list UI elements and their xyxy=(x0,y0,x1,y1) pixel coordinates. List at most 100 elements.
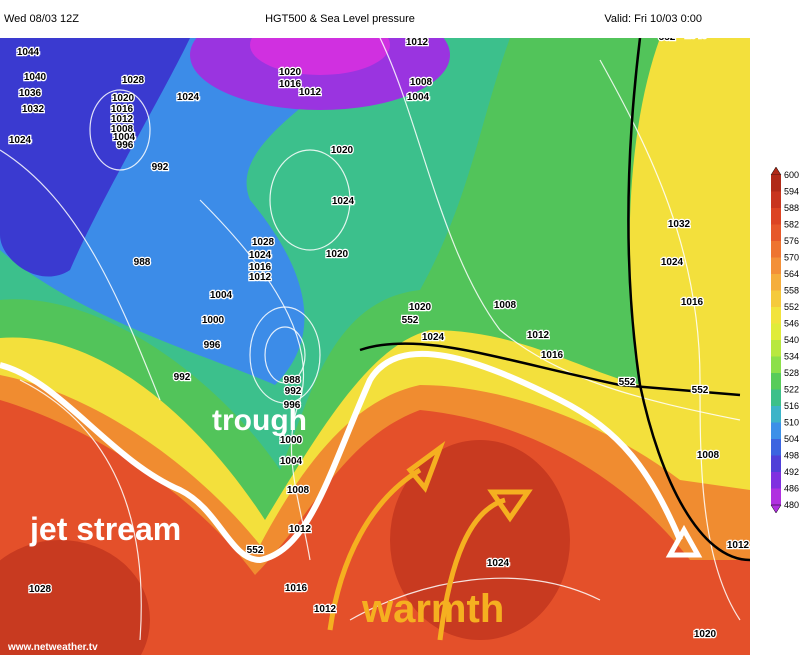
pressure-label: 552 xyxy=(659,32,676,43)
field-magenta xyxy=(250,38,390,75)
pressure-label: 1016 xyxy=(285,583,308,594)
colorbar-label: 498 xyxy=(784,451,799,461)
pressure-label: 1016 xyxy=(681,297,704,308)
field-darkred xyxy=(0,540,150,655)
pressure-label: 1008 xyxy=(494,300,517,311)
colorbar-band xyxy=(771,422,781,439)
colorbar-band xyxy=(771,356,781,373)
pressure-label: 1016 xyxy=(111,104,134,115)
pressure-label: 1024 xyxy=(422,332,445,343)
pressure-label: 1016 xyxy=(541,350,564,361)
pressure-label: 988 xyxy=(134,257,151,268)
pressure-label: 1016 xyxy=(249,262,272,273)
pressure-label: 552 xyxy=(402,315,419,326)
pressure-label: 1020 xyxy=(112,93,135,104)
isobar xyxy=(264,326,306,384)
pressure-label: 1032 xyxy=(22,104,45,115)
pressure-label: 1008 xyxy=(410,77,433,88)
colorbar-band xyxy=(771,208,781,225)
pressure-label: 1004 xyxy=(210,290,233,301)
pressure-label: 1012 xyxy=(314,604,337,615)
colorbar-label: 486 xyxy=(784,484,799,494)
pressure-label: 996 xyxy=(117,140,134,151)
colorbar-label: 516 xyxy=(784,401,799,411)
jet-stream-label: jet stream xyxy=(29,511,181,547)
colorbar-band xyxy=(771,175,781,192)
pressure-label: 1036 xyxy=(19,88,42,99)
colorbar-label: 564 xyxy=(784,269,799,279)
pressure-label: 1000 xyxy=(202,315,225,326)
ridge-marker xyxy=(665,524,703,558)
colorbar-band xyxy=(771,307,781,324)
colorbar-label: 510 xyxy=(784,418,799,428)
pressure-label: 1028 xyxy=(252,237,275,248)
isobar xyxy=(19,379,142,641)
colorbar-band xyxy=(771,488,781,505)
pressure-label: 992 xyxy=(152,162,169,173)
pressure-label: 1020 xyxy=(279,67,302,78)
pressure-label: 1028 xyxy=(29,584,52,595)
colorbar-label: 522 xyxy=(784,385,799,395)
pressure-label: 552 xyxy=(619,377,636,388)
isobar xyxy=(599,59,741,621)
pressure-label: 1012 xyxy=(299,87,322,98)
header-center: HGT500 & Sea Level pressure xyxy=(265,13,415,25)
pressure-label: 1008 xyxy=(111,124,134,135)
pressure-label: 1020 xyxy=(331,145,354,156)
warm-arrowhead xyxy=(487,489,533,523)
warm-arrow xyxy=(437,497,506,641)
isobar xyxy=(89,89,151,171)
isobar xyxy=(0,149,161,401)
colorbar-band xyxy=(771,241,781,258)
colorbar-band xyxy=(771,472,781,489)
pressure-label: 1040 xyxy=(685,30,708,41)
pressure-label: 1024 xyxy=(332,196,355,207)
colorbar-band xyxy=(771,373,781,390)
pressure-label: 996 xyxy=(204,340,221,351)
colorbar-label: 492 xyxy=(784,467,799,477)
colorbar-label: 552 xyxy=(784,302,799,312)
colorbar: 600 594 588 582 576 570 564 558 552 546 540 534 528 5… xyxy=(770,166,799,514)
pressure-label: 1024 xyxy=(487,558,510,569)
pressure-label: 992 xyxy=(285,386,302,397)
pressure-label: 1024 xyxy=(9,135,32,146)
colorbar-cap xyxy=(770,504,782,514)
pressure-label: 988 xyxy=(284,375,301,386)
field-darkblue xyxy=(0,38,190,277)
colorbar-band xyxy=(771,274,781,291)
isobar xyxy=(349,577,601,621)
pressure-label: 1020 xyxy=(694,629,717,640)
pressure-label: 1004 xyxy=(407,92,430,103)
colorbar-band xyxy=(771,389,781,406)
pressure-label: 1012 xyxy=(727,540,750,551)
contour-552 xyxy=(359,342,741,397)
pressure-label: 992 xyxy=(174,372,191,383)
pressure-label: 1000 xyxy=(280,435,303,446)
pressure-label: 1016 xyxy=(279,79,302,90)
pressure-label: 1024 xyxy=(661,257,684,268)
colorbar-band xyxy=(771,290,781,307)
pressure-label: 1012 xyxy=(527,330,550,341)
trough-label: trough xyxy=(212,404,307,437)
colorbar-label: 534 xyxy=(784,352,799,362)
pressure-label: 1040 xyxy=(24,72,47,83)
colorbar-band xyxy=(771,323,781,340)
pressure-label: 1012 xyxy=(249,272,272,283)
colorbar-band xyxy=(771,406,781,423)
warm-arrowhead xyxy=(406,441,446,493)
colorbar-band xyxy=(771,340,781,357)
map: 1044104010361032102410281020101610121008… xyxy=(0,30,750,655)
colorbar-label: 582 xyxy=(784,220,799,230)
colorbar-label: 588 xyxy=(784,203,799,213)
colorbar-label: 576 xyxy=(784,236,799,246)
colorbar-band xyxy=(771,191,781,208)
pressure-label: 1012 xyxy=(111,114,134,125)
credit: www.netweather.tv xyxy=(7,642,98,653)
pressure-label: 1020 xyxy=(326,249,349,260)
isobar xyxy=(199,199,311,561)
colorbar-band xyxy=(771,224,781,241)
colorbar-label: 480 xyxy=(784,500,799,510)
pressure-label: 1004 xyxy=(280,456,303,467)
pressure-label: 1024 xyxy=(249,250,272,261)
pressure-label: 552 xyxy=(247,545,264,556)
